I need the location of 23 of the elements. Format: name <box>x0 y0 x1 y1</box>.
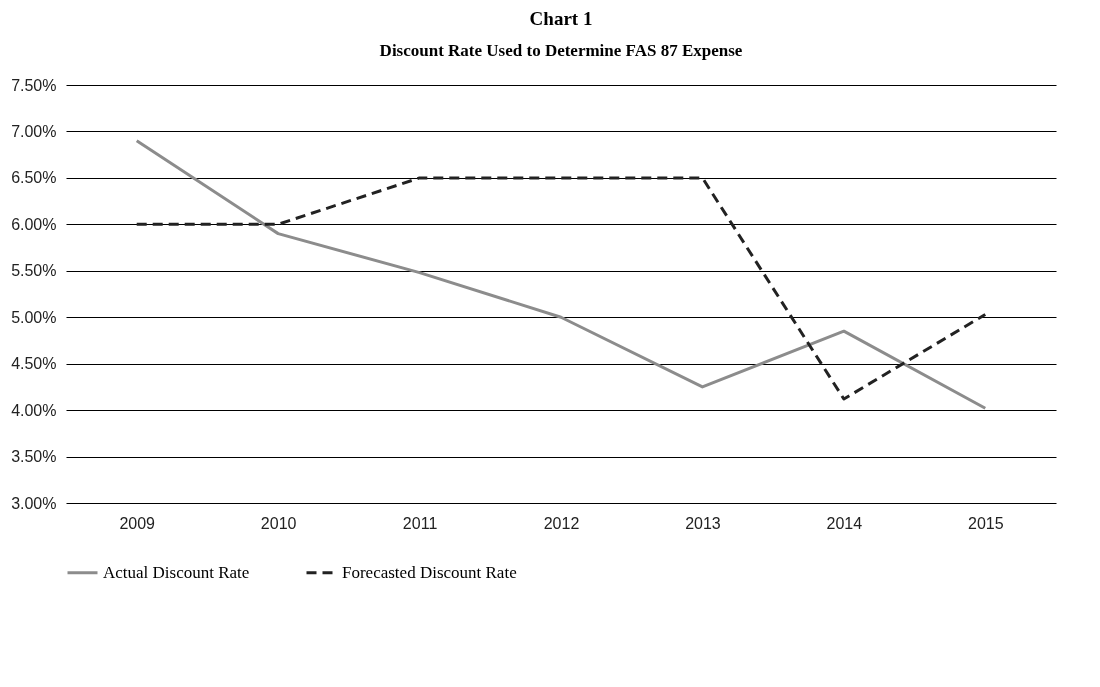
x-tick-label: 2009 <box>119 514 156 532</box>
line-series <box>135 139 987 410</box>
x-tick-label: 2012 <box>543 514 580 532</box>
legend-label: Actual Discount Rate <box>103 562 250 582</box>
x-tick-label: 2011 <box>402 514 438 532</box>
y-tick-label: 3.00% <box>11 494 57 512</box>
line-series <box>135 176 987 401</box>
chart-subtitle: Discount Rate Used to Determine FAS 87 Expense <box>379 41 743 60</box>
y-tick-label: 3.50% <box>11 448 57 466</box>
x-tick-label: 2015 <box>967 514 1004 532</box>
y-tick-label: 4.00% <box>11 401 57 419</box>
y-tick-label: 7.00% <box>11 122 57 140</box>
y-tick-label: 7.50% <box>11 76 57 94</box>
y-tick-label: 5.50% <box>11 262 57 280</box>
chart-title: Chart 1 <box>529 8 593 29</box>
y-tick-label: 6.50% <box>11 169 57 187</box>
legend-label: Forecasted Discount Rate <box>342 562 517 582</box>
y-tick-label: 4.50% <box>11 355 57 373</box>
y-tick-label: 6.00% <box>11 215 57 233</box>
x-tick-label: 2010 <box>260 514 297 532</box>
y-tick-label: 5.00% <box>11 308 57 326</box>
x-tick-label: 2014 <box>826 514 863 532</box>
x-tick-label: 2013 <box>685 514 721 532</box>
